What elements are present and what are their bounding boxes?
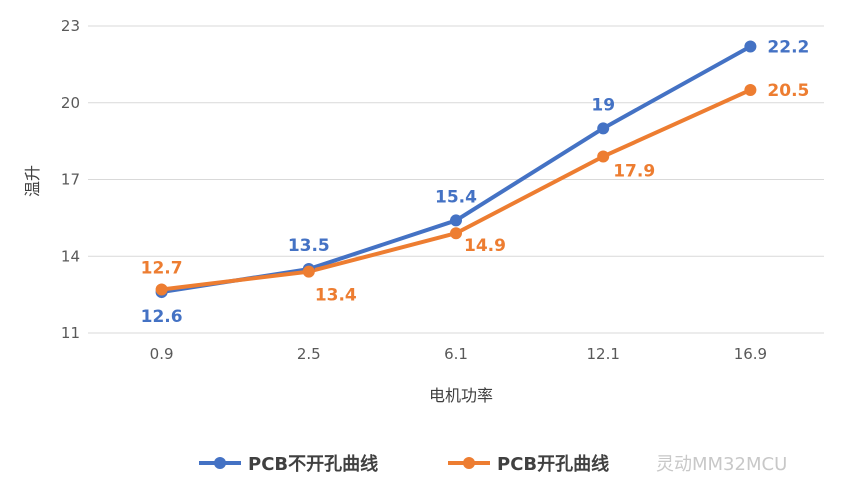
y-tick-label-2: 17 <box>61 171 80 189</box>
x-tick-label-2: 6.1 <box>444 345 468 363</box>
y-tick-label-4: 23 <box>61 17 80 35</box>
data-label-s1-4: 22.2 <box>767 37 809 57</box>
legend-label-series-1: PCB不开孔曲线 <box>248 453 378 475</box>
data-labels: 12.6 13.5 15.4 19 22.2 12.7 13.4 14.9 17.9 20.5 <box>141 37 810 327</box>
data-point-s2-3 <box>597 150 610 163</box>
y-tick-label-3: 20 <box>61 94 80 112</box>
data-point-s2-0 <box>155 283 168 296</box>
x-axis-title: 电机功率 <box>429 386 493 405</box>
data-point-s2-2 <box>450 227 462 240</box>
legend-label-series-2: PCB开孔曲线 <box>497 453 609 475</box>
data-label-s1-0: 12.6 <box>141 307 183 327</box>
y-tick-label-0: 11 <box>61 324 80 342</box>
data-point-s1-3 <box>597 122 610 135</box>
data-label-s2-1: 13.4 <box>315 286 357 306</box>
data-label-s2-2: 14.9 <box>464 236 506 256</box>
watermark: 灵动MM32MCU <box>656 454 787 475</box>
x-tick-label-4: 16.9 <box>734 345 767 363</box>
data-label-s1-3: 19 <box>591 95 615 115</box>
legend-item-series-1: PCB不开孔曲线 <box>199 453 378 475</box>
y-axis-title: 温升 <box>23 165 42 197</box>
data-label-s1-1: 13.5 <box>288 236 330 256</box>
gridlines <box>88 25 824 334</box>
x-axis-ticks: 0.9 2.5 6.1 12.1 16.9 <box>150 345 767 363</box>
x-tick-label-3: 12.1 <box>586 345 619 363</box>
data-label-s1-2: 15.4 <box>435 187 477 207</box>
data-label-s2-0: 12.7 <box>141 259 183 279</box>
data-point-s2-4 <box>744 83 757 96</box>
y-tick-label-1: 14 <box>61 247 80 265</box>
y-axis-ticks: 11 14 17 20 23 <box>61 17 80 342</box>
data-point-s2-1 <box>302 265 315 278</box>
data-label-s2-4: 20.5 <box>767 81 809 101</box>
legend: PCB不开孔曲线 PCB开孔曲线 <box>199 453 609 475</box>
x-tick-label-0: 0.9 <box>150 345 174 363</box>
series-line-1 <box>159 44 753 295</box>
data-point-s1-2 <box>450 214 462 227</box>
x-tick-label-1: 2.5 <box>297 345 321 363</box>
series-lines <box>155 40 757 299</box>
legend-item-series-2: PCB开孔曲线 <box>448 453 609 475</box>
data-label-s2-3: 17.9 <box>613 161 655 181</box>
data-point-s1-4 <box>744 40 757 53</box>
